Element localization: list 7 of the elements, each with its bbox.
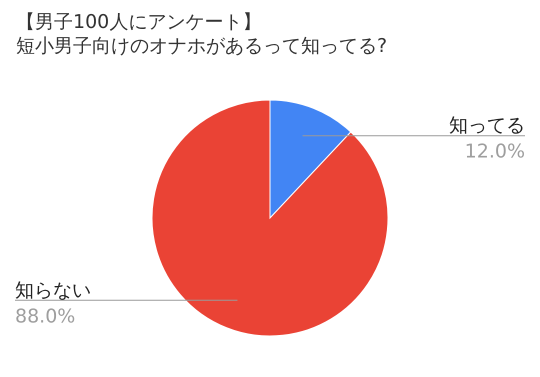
data-label: 88.0% [15, 305, 76, 328]
pie-slice [152, 100, 388, 336]
data-label: 12.0% [464, 140, 525, 163]
chart-title: 【男子100人にアンケート】 [16, 11, 262, 33]
chart-subtitle: 短小男子向けのオナホがあるって知ってる? [16, 35, 388, 57]
slice-label: 知ってる [449, 114, 525, 137]
slice-label: 知らない [15, 279, 91, 302]
